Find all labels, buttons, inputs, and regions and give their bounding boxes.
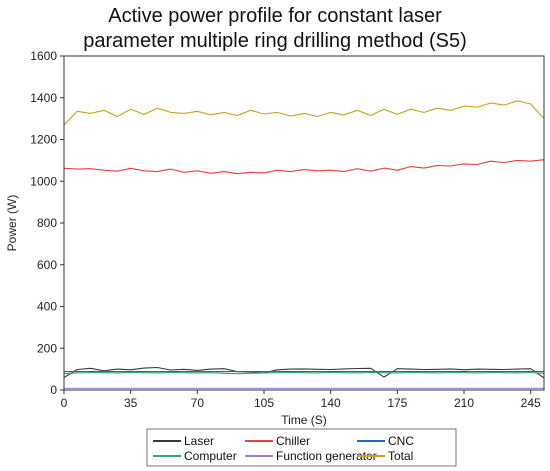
plot-lines: [63, 100, 545, 389]
chart-title-line-2: parameter multiple ring drilling method …: [83, 30, 467, 52]
x-tick-label: 175: [387, 396, 407, 410]
x-tick-label: 210: [454, 396, 474, 410]
x-axis-title: Time (S): [281, 413, 327, 427]
plot-frame: [63, 55, 545, 391]
y-tick-label: 1400: [30, 91, 57, 105]
x-tick-label: 105: [254, 396, 274, 410]
y-tick-label: 600: [37, 258, 57, 272]
y-axis: 0 200 400 600 800 1000 1200 1400 1600: [30, 49, 64, 397]
legend-label-computer: Computer: [184, 449, 237, 463]
y-tick-label: 1200: [30, 133, 57, 147]
x-tick-label: 70: [191, 396, 205, 410]
x-tick-label: 140: [321, 396, 341, 410]
y-tick-label: 200: [37, 341, 57, 355]
y-tick-label: 800: [37, 216, 57, 230]
x-tick-label: 35: [124, 396, 138, 410]
series-line-total: [63, 100, 545, 126]
legend: Laser Chiller CNC Computer Function generato…: [146, 428, 457, 467]
x-tick-label: 245: [521, 396, 541, 410]
series-line-computer: [63, 371, 545, 375]
chart-title-line-1: Active power profile for constant laser: [108, 5, 442, 27]
legend-label-chiller: Chiller: [276, 434, 310, 448]
legend-box: [146, 428, 457, 467]
legend-label-laser: Laser: [184, 434, 214, 448]
chart-title: Active power profile for constant laser …: [0, 4, 550, 54]
y-axis-title: Power (W): [5, 195, 19, 252]
x-tick-label: 0: [61, 396, 68, 410]
x-axis: 0 35 70 105 140 175 210 245: [61, 390, 541, 410]
series-line-laser: [63, 366, 545, 379]
series-line-chiller: [63, 159, 545, 175]
y-tick-label: 400: [37, 300, 57, 314]
legend-label-cnc: CNC: [388, 434, 414, 448]
y-tick-label: 1600: [30, 49, 57, 63]
legend-label-function-generator: Function generator: [276, 449, 377, 463]
y-tick-label: 0: [50, 383, 57, 397]
y-tick-label: 1000: [30, 174, 57, 188]
legend-label-total: Total: [388, 449, 413, 463]
